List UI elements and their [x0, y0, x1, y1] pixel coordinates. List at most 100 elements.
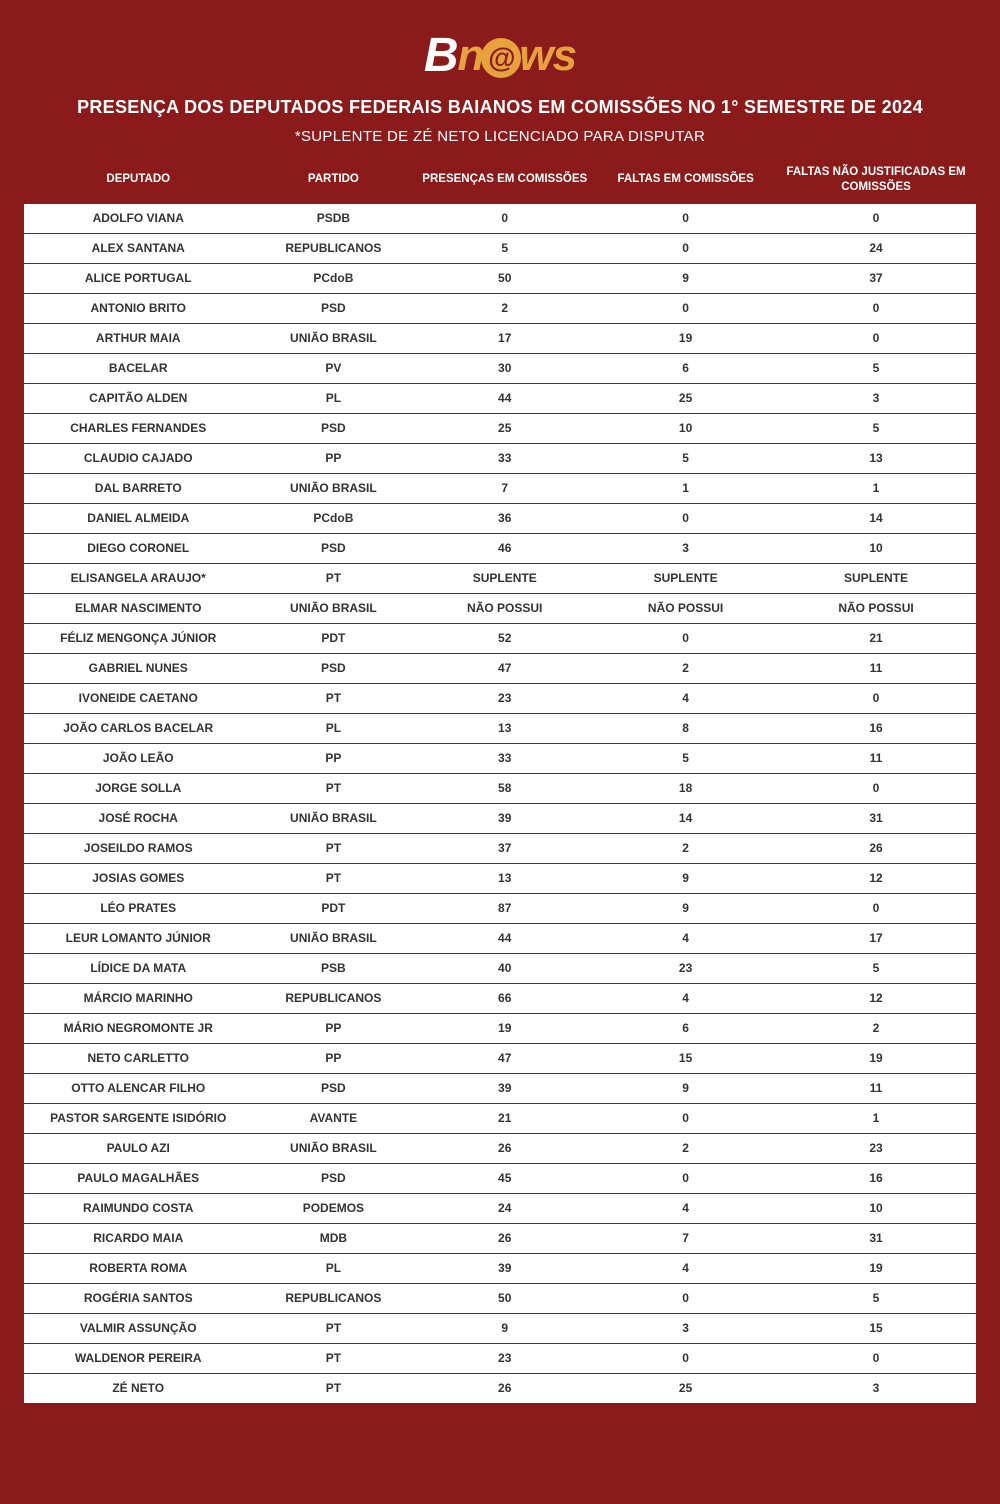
table-cell: 31: [776, 803, 976, 833]
table-cell: ZÉ NETO: [24, 1373, 252, 1403]
table-cell: 39: [414, 1253, 595, 1283]
table-cell: PSDB: [252, 203, 414, 233]
table-cell: 26: [414, 1373, 595, 1403]
table-cell: PP: [252, 743, 414, 773]
table-cell: 45: [414, 1163, 595, 1193]
table-cell: ARTHUR MAIA: [24, 323, 252, 353]
table-cell: 5: [776, 413, 976, 443]
col-partido: PARTIDO: [252, 157, 414, 203]
page-subtitle: *SUPLENTE DE ZÉ NETO LICENCIADO PARA DIS…: [24, 128, 976, 145]
table-cell: 5: [776, 353, 976, 383]
table-row: JOSÉ ROCHAUNIÃO BRASIL391431: [24, 803, 976, 833]
table-row: PAULO AZIUNIÃO BRASIL26223: [24, 1133, 976, 1163]
table-cell: ROBERTA ROMA: [24, 1253, 252, 1283]
table-cell: SUPLENTE: [776, 563, 976, 593]
table-cell: 1: [595, 473, 776, 503]
table-cell: 58: [414, 773, 595, 803]
table-cell: 5: [595, 443, 776, 473]
table-cell: 52: [414, 623, 595, 653]
table-cell: PSB: [252, 953, 414, 983]
table-cell: NETO CARLETTO: [24, 1043, 252, 1073]
table-cell: MÁRCIO MARINHO: [24, 983, 252, 1013]
table-cell: CLAUDIO CAJADO: [24, 443, 252, 473]
table-cell: 66: [414, 983, 595, 1013]
table-cell: 0: [414, 203, 595, 233]
table-cell: PL: [252, 713, 414, 743]
table-row: RICARDO MAIAMDB26731: [24, 1223, 976, 1253]
table-cell: 19: [776, 1043, 976, 1073]
table-cell: PP: [252, 1043, 414, 1073]
table-cell: UNIÃO BRASIL: [252, 923, 414, 953]
table-row: JOÃO LEÃOPP33511: [24, 743, 976, 773]
table-row: ANTONIO BRITOPSD200: [24, 293, 976, 323]
table-cell: NÃO POSSUI: [414, 593, 595, 623]
table-row: GABRIEL NUNESPSD47211: [24, 653, 976, 683]
table-cell: PASTOR SARGENTE ISIDÓRIO: [24, 1103, 252, 1133]
col-faltas-nao-just: FALTAS NÃO JUSTIFICADAS EM COMISSÕES: [776, 157, 976, 203]
table-cell: 25: [414, 413, 595, 443]
table-row: OTTO ALENCAR FILHOPSD39911: [24, 1073, 976, 1103]
table-cell: 25: [595, 1373, 776, 1403]
table-cell: 17: [776, 923, 976, 953]
table-cell: RAIMUNDO COSTA: [24, 1193, 252, 1223]
table-cell: 19: [595, 323, 776, 353]
table-cell: 12: [776, 863, 976, 893]
table-cell: UNIÃO BRASIL: [252, 473, 414, 503]
table-cell: DIEGO CORONEL: [24, 533, 252, 563]
table-cell: 87: [414, 893, 595, 923]
table-cell: PT: [252, 683, 414, 713]
table-row: WALDENOR PEREIRAPT2300: [24, 1343, 976, 1373]
table-cell: 6: [595, 1013, 776, 1043]
table-cell: 3: [595, 533, 776, 563]
table-cell: PL: [252, 1253, 414, 1283]
table-cell: JOSEILDO RAMOS: [24, 833, 252, 863]
table-row: PAULO MAGALHÃESPSD45016: [24, 1163, 976, 1193]
table-cell: JOÃO LEÃO: [24, 743, 252, 773]
table-row: LEUR LOMANTO JÚNIORUNIÃO BRASIL44417: [24, 923, 976, 953]
table-cell: 2: [414, 293, 595, 323]
table-cell: PCdoB: [252, 263, 414, 293]
col-presencas: PRESENÇAS EM COMISSÕES: [414, 157, 595, 203]
table-cell: ADOLFO VIANA: [24, 203, 252, 233]
table-cell: 0: [595, 503, 776, 533]
table-cell: 9: [595, 263, 776, 293]
table-cell: SUPLENTE: [595, 563, 776, 593]
table-cell: 44: [414, 923, 595, 953]
table-cell: ALICE PORTUGAL: [24, 263, 252, 293]
table-cell: 16: [776, 713, 976, 743]
table-cell: PSD: [252, 653, 414, 683]
table-row: BACELARPV3065: [24, 353, 976, 383]
table-cell: 0: [776, 773, 976, 803]
table-cell: 19: [776, 1253, 976, 1283]
table-cell: PAULO AZI: [24, 1133, 252, 1163]
table-cell: DAL BARRETO: [24, 473, 252, 503]
table-row: MÁRCIO MARINHOREPUBLICANOS66412: [24, 983, 976, 1013]
table-cell: 50: [414, 263, 595, 293]
table-cell: 26: [776, 833, 976, 863]
table-cell: REPUBLICANOS: [252, 1283, 414, 1313]
table-cell: 4: [595, 1253, 776, 1283]
table-cell: 7: [414, 473, 595, 503]
table-cell: 10: [776, 1193, 976, 1223]
table-cell: 2: [595, 653, 776, 683]
table-cell: 5: [776, 1283, 976, 1313]
table-cell: 13: [776, 443, 976, 473]
table-cell: PDT: [252, 893, 414, 923]
table-cell: 1: [776, 473, 976, 503]
table-cell: JOSIAS GOMES: [24, 863, 252, 893]
table-cell: RICARDO MAIA: [24, 1223, 252, 1253]
table-row: LÍDICE DA MATAPSB40235: [24, 953, 976, 983]
table-cell: ROGÉRIA SANTOS: [24, 1283, 252, 1313]
table-row: ROGÉRIA SANTOSREPUBLICANOS5005: [24, 1283, 976, 1313]
table-cell: PV: [252, 353, 414, 383]
table-cell: 0: [776, 323, 976, 353]
table-cell: 11: [776, 653, 976, 683]
table-cell: 13: [414, 863, 595, 893]
table-cell: 23: [595, 953, 776, 983]
table-cell: 2: [595, 833, 776, 863]
table-row: ELISANGELA ARAUJO*PTSUPLENTESUPLENTESUPL…: [24, 563, 976, 593]
table-cell: 50: [414, 1283, 595, 1313]
table-cell: LEUR LOMANTO JÚNIOR: [24, 923, 252, 953]
table-cell: 5: [776, 953, 976, 983]
table-cell: 3: [776, 1373, 976, 1403]
